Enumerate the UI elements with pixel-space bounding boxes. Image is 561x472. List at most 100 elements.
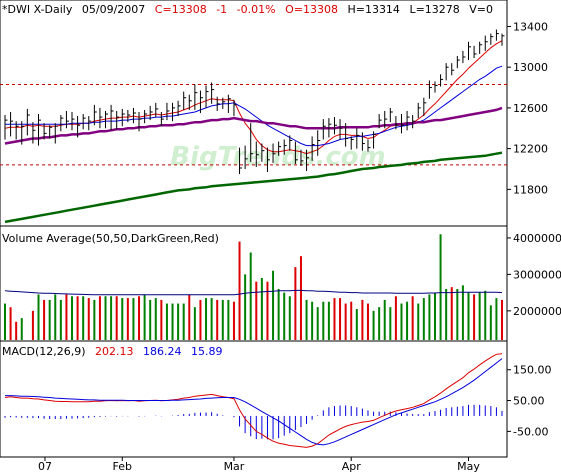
price-bar (110, 104, 114, 131)
volume-bar (288, 296, 291, 340)
x-tick-label: May (457, 460, 480, 472)
change-label: -1 (216, 3, 227, 16)
price-bar (395, 116, 399, 130)
price-bar (266, 147, 270, 173)
macd-panel-frame (0, 340, 508, 458)
price-bar (244, 145, 248, 169)
price-bar (484, 35, 488, 51)
volume-bar (473, 294, 476, 340)
price-bar (306, 149, 310, 172)
volume-bar (4, 303, 6, 340)
volume-bar (210, 298, 213, 340)
volume-tick-label: 4000000 (513, 232, 561, 245)
price-bar (501, 33, 505, 46)
price-bar (412, 115, 416, 129)
volume-bar (227, 299, 230, 340)
date-label: 05/09/2007 (82, 3, 145, 16)
signal-value: 186.24 (143, 345, 182, 358)
moving-average-4 (4, 151, 503, 224)
moving-average-1 (4, 40, 503, 155)
price-bar (60, 115, 64, 132)
price-bar (317, 130, 321, 156)
price-bar (322, 119, 326, 140)
volume-bar (59, 299, 62, 340)
volume-bar (355, 309, 358, 340)
volume-bar (238, 241, 241, 340)
x-tick-label: Mar (224, 460, 245, 472)
price-bar (32, 122, 36, 144)
price-bar (15, 121, 19, 140)
volume-bar (65, 294, 68, 340)
volume-bar (294, 267, 297, 340)
price-bar (434, 81, 438, 93)
volume-bar (121, 298, 124, 340)
price-bar (116, 110, 120, 130)
volume-bar (327, 301, 330, 340)
volume-bar (260, 278, 263, 340)
price-bar (77, 116, 81, 138)
volume-bar (400, 303, 403, 340)
price-bar (127, 109, 131, 123)
price-bar (160, 111, 164, 127)
price-bar (10, 111, 14, 137)
volume-bar (177, 303, 180, 340)
volume-bar (428, 294, 431, 340)
price-tick-label: 12600 (513, 102, 548, 115)
price-bar (188, 94, 192, 110)
price-bar (149, 105, 153, 121)
volume-value-label: V=0 (469, 3, 493, 16)
price-bar (233, 99, 237, 117)
price-bar (428, 80, 432, 99)
volume-bar (93, 299, 96, 340)
price-bar (38, 114, 42, 146)
price-bar (462, 50, 466, 64)
volume-bar (495, 298, 498, 340)
change-pct-label: -0.01% (237, 3, 276, 16)
price-bar (105, 110, 109, 129)
macd-tick-label: 50.00 (513, 395, 545, 408)
volume-bar (445, 288, 448, 340)
volume-bar (188, 294, 191, 340)
price-layer (0, 29, 507, 224)
price-tick-label: 13000 (513, 61, 548, 74)
price-bar (177, 100, 181, 117)
volume-bar (20, 318, 23, 340)
price-bar (406, 110, 410, 131)
price-bar (121, 108, 125, 127)
volume-bar (339, 298, 342, 340)
price-panel-frame (0, 0, 508, 227)
volume-bar (489, 305, 492, 340)
price-bar (155, 102, 159, 118)
price-bar (65, 110, 69, 129)
price-bar (345, 123, 349, 147)
price-bar (451, 63, 455, 76)
price-bar (227, 94, 231, 113)
volume-bar (87, 298, 90, 340)
price-bar (54, 123, 58, 144)
volume-bar (439, 234, 442, 340)
volume-bar (378, 307, 381, 340)
volume-bar (165, 303, 168, 340)
price-bar (490, 33, 494, 45)
price-bar (132, 107, 136, 124)
price-bar (400, 114, 404, 134)
price-bar (467, 41, 471, 61)
volume-bar (456, 288, 459, 340)
price-bar (43, 123, 47, 140)
price-bar (440, 74, 444, 87)
volume-bar (433, 292, 436, 340)
price-bar (199, 90, 203, 113)
price-bar (283, 139, 287, 155)
price-bar (261, 143, 265, 162)
price-bar (216, 96, 220, 111)
price-bar (289, 135, 293, 151)
price-bar (71, 111, 75, 131)
volume-bar (361, 299, 364, 340)
watermark: BigTrends.com (170, 142, 386, 172)
volume-bar (417, 303, 420, 340)
price-bar (255, 141, 259, 167)
volume-bar (115, 296, 118, 340)
volume-bar (478, 292, 481, 340)
volume-bar (501, 299, 503, 340)
